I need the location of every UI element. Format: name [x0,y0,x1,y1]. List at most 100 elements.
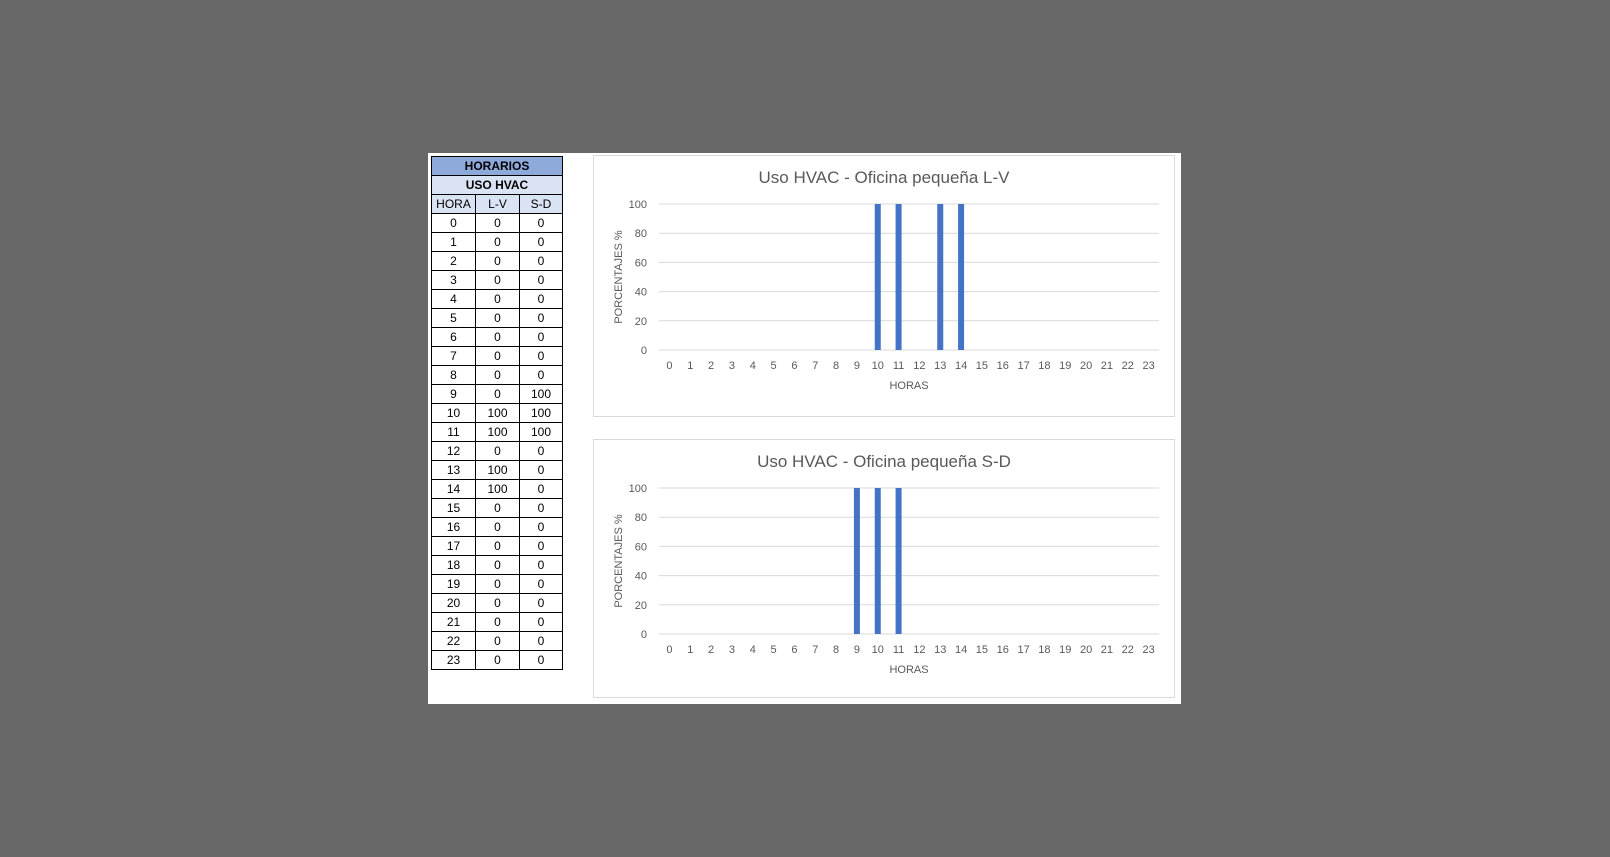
chart-sd[interactable]: Uso HVAC - Oficina pequeña S-D 0 20 40 60 80 1… [593,439,1175,698]
cell-sd[interactable]: 0 [519,346,563,366]
cell-lv[interactable]: 0 [475,232,520,252]
x-tick-label: 4 [750,360,756,372]
cell-lv[interactable]: 100 [475,479,520,499]
cell-hora[interactable]: 6 [431,327,476,347]
cell-lv[interactable]: 0 [475,289,520,309]
cell-lv[interactable]: 0 [475,384,520,404]
cell-lv[interactable]: 0 [475,574,520,594]
cell-lv[interactable]: 100 [475,460,520,480]
chart-title: Uso HVAC - Oficina pequeña S-D [757,452,1011,471]
bar[interactable] [895,204,902,350]
cell-lv[interactable]: 0 [475,308,520,328]
cell-lv[interactable]: 0 [475,270,520,290]
cell-sd[interactable]: 100 [519,384,563,404]
cell-sd[interactable]: 0 [519,517,563,537]
cell-sd[interactable]: 0 [519,631,563,651]
cell-sd[interactable]: 0 [519,479,563,499]
cell-sd[interactable]: 0 [519,441,563,461]
cell-lv[interactable]: 0 [475,555,520,575]
cell-sd[interactable]: 0 [519,251,563,271]
table-title[interactable]: HORARIOS [431,156,563,176]
cell-lv[interactable]: 0 [475,213,520,233]
cell-hora[interactable]: 8 [431,365,476,385]
cell-hora[interactable]: 10 [431,403,476,423]
x-tick-label: 17 [1017,360,1029,372]
cell-hora[interactable]: 23 [431,650,476,670]
cell-lv[interactable]: 0 [475,631,520,651]
x-tick-label: 2 [708,644,714,656]
y-tick-label: 100 [629,483,647,495]
cell-hora[interactable]: 5 [431,308,476,328]
cell-hora[interactable]: 1 [431,232,476,252]
cell-sd[interactable]: 0 [519,650,563,670]
x-tick-label: 22 [1122,644,1134,656]
y-tick-label: 20 [635,600,647,612]
cell-sd[interactable]: 0 [519,327,563,347]
cell-sd[interactable]: 0 [519,498,563,518]
column-header-sd[interactable]: S-D [519,194,563,214]
cell-sd[interactable]: 0 [519,593,563,613]
cell-sd[interactable]: 0 [519,612,563,632]
cell-sd[interactable]: 0 [519,308,563,328]
cell-lv[interactable]: 0 [475,498,520,518]
cell-lv[interactable]: 100 [475,403,520,423]
chart-lv[interactable]: Uso HVAC - Oficina pequeña L-V 0 20 40 60 80 1… [593,155,1175,417]
cell-hora[interactable]: 12 [431,441,476,461]
cell-sd[interactable]: 0 [519,270,563,290]
column-header-lv[interactable]: L-V [475,194,520,214]
cell-lv[interactable]: 0 [475,593,520,613]
bar[interactable] [958,204,965,350]
cell-hora[interactable]: 15 [431,498,476,518]
bar[interactable] [937,204,944,350]
bar[interactable] [874,204,881,350]
cell-hora[interactable]: 18 [431,555,476,575]
table-row: 12 0 0 [431,441,563,461]
cell-hora[interactable]: 0 [431,213,476,233]
bar[interactable] [895,488,902,634]
cell-hora[interactable]: 17 [431,536,476,556]
column-header-hora[interactable]: HORA [431,194,476,214]
cell-hora[interactable]: 7 [431,346,476,366]
cell-hora[interactable]: 14 [431,479,476,499]
bar[interactable] [874,488,881,634]
cell-hora[interactable]: 20 [431,593,476,613]
cell-lv[interactable]: 0 [475,327,520,347]
cell-lv[interactable]: 0 [475,517,520,537]
cell-hora[interactable]: 19 [431,574,476,594]
cell-sd[interactable]: 100 [519,422,563,442]
cell-hora[interactable]: 22 [431,631,476,651]
table-subtitle[interactable]: USO HVAC [431,175,563,195]
cell-sd[interactable]: 0 [519,365,563,385]
x-tick-label: 20 [1080,360,1092,372]
x-tick-label: 13 [934,360,946,372]
cell-sd[interactable]: 0 [519,536,563,556]
cell-lv[interactable]: 100 [475,422,520,442]
cell-lv[interactable]: 0 [475,612,520,632]
cell-hora[interactable]: 16 [431,517,476,537]
cell-hora[interactable]: 9 [431,384,476,404]
cell-lv[interactable]: 0 [475,346,520,366]
cell-sd[interactable]: 0 [519,232,563,252]
cell-hora[interactable]: 21 [431,612,476,632]
x-tick-label: 1 [687,644,693,656]
cell-lv[interactable]: 0 [475,650,520,670]
bar[interactable] [853,488,860,634]
cell-lv[interactable]: 0 [475,536,520,556]
y-tick-label: 80 [635,512,647,524]
cell-lv[interactable]: 0 [475,441,520,461]
cell-sd[interactable]: 0 [519,213,563,233]
cell-lv[interactable]: 0 [475,365,520,385]
cell-sd[interactable]: 0 [519,555,563,575]
cell-hora[interactable]: 11 [431,422,476,442]
cell-hora[interactable]: 4 [431,289,476,309]
cell-sd[interactable]: 100 [519,403,563,423]
cell-hora[interactable]: 3 [431,270,476,290]
cell-sd[interactable]: 0 [519,574,563,594]
cell-sd[interactable]: 0 [519,289,563,309]
cell-sd[interactable]: 0 [519,460,563,480]
cell-hora[interactable]: 13 [431,460,476,480]
cell-hora[interactable]: 2 [431,251,476,271]
x-tick-label: 15 [976,360,988,372]
cell-lv[interactable]: 0 [475,251,520,271]
